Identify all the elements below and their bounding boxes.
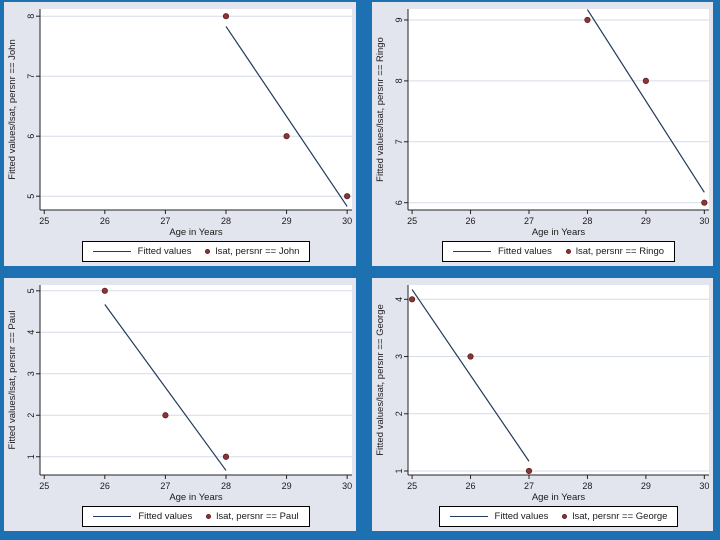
svg-text:28: 28: [582, 481, 592, 491]
svg-text:29: 29: [282, 481, 292, 491]
legend-line-label: Fitted values: [494, 511, 549, 522]
svg-text:27: 27: [160, 481, 170, 491]
svg-text:Fitted values/lsat, persnr ==: Fitted values/lsat, persnr == John: [7, 39, 18, 179]
legend-box: Fitted values lsat, persnr == Ringo: [441, 241, 676, 262]
fitted-line-sample: [93, 516, 132, 517]
svg-text:28: 28: [582, 216, 592, 226]
scatter-marker-sample: [565, 249, 571, 254]
svg-text:28: 28: [221, 481, 231, 491]
svg-text:8: 8: [394, 78, 404, 83]
legend-box: Fitted values lsat, persnr == George: [438, 506, 679, 527]
svg-text:25: 25: [39, 216, 49, 226]
scatter-marker-sample: [206, 514, 212, 519]
svg-text:26: 26: [466, 216, 476, 226]
svg-text:Age in Years: Age in Years: [169, 492, 223, 503]
legend-marker-label: lsat, persnr == George: [572, 511, 668, 522]
legend-line-label: Fitted values: [137, 246, 192, 257]
svg-text:27: 27: [524, 481, 534, 491]
legend-line-label: Fitted values: [497, 246, 552, 257]
scatter-plot-ringo: 6 7 8 9 25 26 27 28 29 30 Age in Years Fitted value…: [375, 9, 709, 238]
svg-text:25: 25: [39, 481, 49, 491]
svg-text:9: 9: [394, 17, 404, 22]
svg-text:30: 30: [342, 481, 352, 491]
legend-paul: Fitted values lsat, persnr == Paul: [40, 506, 352, 527]
scatter-marker-sample: [205, 249, 211, 254]
svg-text:27: 27: [160, 216, 170, 226]
scatter-plot-john: 5 6 7 8 25 26 27 28 29 30 Age in Years Fitted value…: [7, 9, 352, 238]
svg-text:3: 3: [26, 371, 36, 376]
svg-text:1: 1: [26, 454, 36, 459]
fitted-line-sample: [92, 251, 131, 252]
svg-text:29: 29: [641, 481, 651, 491]
svg-text:2: 2: [26, 413, 36, 418]
svg-text:6: 6: [26, 134, 36, 139]
scatter-marker-sample: [562, 514, 568, 519]
scatter-plot-george: 1 2 3 4 25 26 27 28 29 30 Age in Years Fitted value…: [375, 285, 709, 503]
svg-text:29: 29: [641, 216, 651, 226]
legend-box: Fitted values lsat, persnr == Paul: [82, 506, 310, 527]
panel-paul: 1 2 3 4 5 25 26 27 28 29 30 Age in Years Fitted valu…: [4, 278, 356, 531]
svg-text:26: 26: [466, 481, 476, 491]
svg-text:25: 25: [407, 481, 417, 491]
legend-marker-label: lsat, persnr == Ringo: [575, 246, 665, 257]
svg-text:4: 4: [394, 297, 404, 302]
svg-text:7: 7: [394, 139, 404, 144]
svg-text:1: 1: [394, 468, 404, 473]
fitted-line-sample: [452, 251, 491, 252]
svg-text:Age in Years: Age in Years: [532, 227, 586, 238]
svg-text:Fitted values/lsat, persnr ==: Fitted values/lsat, persnr == George: [375, 304, 386, 456]
svg-text:30: 30: [699, 216, 709, 226]
panel-george: 1 2 3 4 25 26 27 28 29 30 Age in Years Fitted value…: [372, 278, 713, 531]
legend-line-label: Fitted values: [138, 511, 193, 522]
panel-john: 5 6 7 8 25 26 27 28 29 30 Age in Years Fitted value…: [4, 2, 356, 266]
svg-text:30: 30: [342, 216, 352, 226]
svg-text:5: 5: [26, 194, 36, 199]
legend-ringo: Fitted values lsat, persnr == Ringo: [408, 241, 709, 262]
svg-text:26: 26: [100, 216, 110, 226]
svg-text:28: 28: [221, 216, 231, 226]
svg-text:30: 30: [699, 481, 709, 491]
svg-text:29: 29: [282, 216, 292, 226]
svg-text:27: 27: [524, 216, 534, 226]
svg-text:4: 4: [26, 330, 36, 335]
svg-text:6: 6: [394, 200, 404, 205]
svg-text:5: 5: [26, 288, 36, 293]
legend-marker-label: lsat, persnr == Paul: [216, 511, 299, 522]
svg-text:Fitted values/lsat, persnr ==: Fitted values/lsat, persnr == Paul: [7, 311, 18, 450]
legend-george: Fitted values lsat, persnr == George: [408, 506, 709, 527]
svg-text:3: 3: [394, 354, 404, 359]
svg-text:8: 8: [26, 14, 36, 19]
svg-text:2: 2: [394, 411, 404, 416]
svg-text:26: 26: [100, 481, 110, 491]
legend-marker-label: lsat, persnr == John: [215, 246, 300, 257]
svg-text:7: 7: [26, 74, 36, 79]
svg-text:Age in Years: Age in Years: [169, 227, 223, 238]
legend-box: Fitted values lsat, persnr == John: [81, 241, 311, 262]
svg-text:Age in Years: Age in Years: [532, 492, 586, 503]
svg-text:Fitted values/lsat, persnr ==: Fitted values/lsat, persnr == Ringo: [375, 37, 386, 182]
panel-ringo: 6 7 8 9 25 26 27 28 29 30 Age in Years Fitted value…: [372, 2, 713, 266]
legend-john: Fitted values lsat, persnr == John: [40, 241, 352, 262]
scatter-plot-paul: 1 2 3 4 5 25 26 27 28 29 30 Age in Years Fitted valu…: [7, 285, 352, 503]
svg-text:25: 25: [407, 216, 417, 226]
fitted-line-sample: [449, 516, 488, 517]
